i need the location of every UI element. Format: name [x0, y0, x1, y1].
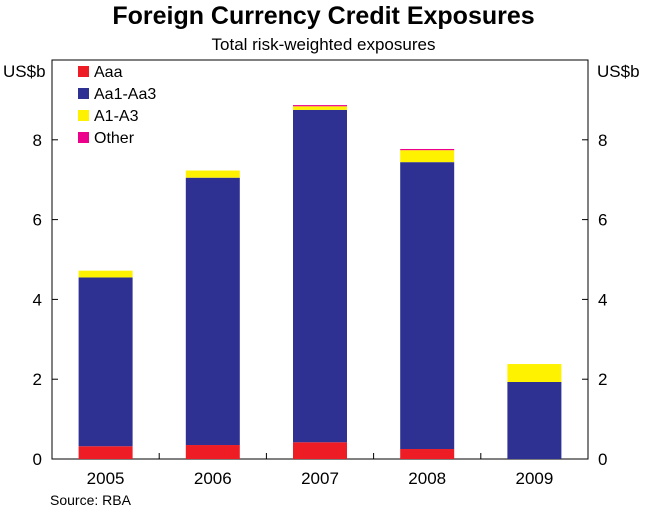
bar-segment-a1-a3-2006 — [185, 170, 240, 178]
chart-subtitle: Total risk-weighted exposures — [211, 35, 436, 54]
x-tick-label: 2009 — [515, 469, 553, 488]
bar-segment-aa1-aa3-2007 — [293, 109, 347, 443]
legend-swatch-other — [78, 132, 89, 143]
y-tick-label-right: 8 — [598, 131, 607, 150]
bar-segment-aa1-aa3-2005 — [78, 277, 133, 447]
legend-swatch-a1-a3 — [78, 110, 89, 121]
bar-segment-aa1-aa3-2006 — [185, 177, 240, 446]
legend-label-a1-a3: A1-A3 — [94, 108, 139, 125]
chart-title: Foreign Currency Credit Exposures — [112, 2, 535, 30]
legend-label-aaa: Aaa — [94, 64, 123, 81]
x-tick-label: 2005 — [87, 469, 125, 488]
legend-swatch-aaa — [78, 66, 89, 77]
y-tick-label-right: 6 — [598, 211, 607, 230]
y-tick-label-right: 2 — [598, 370, 607, 389]
legend-label-other: Other — [94, 130, 135, 147]
y-tick-label-left: 8 — [33, 131, 42, 150]
bar-segment-a1-a3-2008 — [400, 150, 455, 163]
y-tick-label-right: 4 — [598, 290, 607, 309]
bar-segment-aaa-2006 — [185, 445, 240, 459]
x-tick-label: 2006 — [194, 469, 232, 488]
y-tick-label-right: 0 — [598, 450, 607, 469]
legend-label-aa1-aa3: Aa1-Aa3 — [94, 86, 156, 103]
x-tick-label: 2008 — [408, 469, 446, 488]
tick-labels-group: 0 0 2 2 4 4 6 6 8 8 2005 2006 2007 2008 2009 — [33, 131, 608, 488]
x-tick-label: 2007 — [301, 469, 339, 488]
bar-segment-other-2008 — [400, 148, 455, 151]
legend: Aaa Aa1-Aa3 A1-A3 Other — [78, 64, 156, 147]
y-tick-label-left: 2 — [33, 370, 42, 389]
bar-segment-aa1-aa3-2009 — [507, 381, 562, 459]
y-axis-label-right: US$b — [597, 62, 640, 81]
bar-segment-aaa-2005 — [78, 446, 133, 459]
bar-segment-aaa-2008 — [400, 449, 455, 459]
y-tick-label-left: 4 — [33, 290, 42, 309]
bar-segment-a1-a3-2009 — [507, 364, 562, 382]
bar-segment-other-2007 — [293, 105, 347, 107]
y-tick-label-left: 6 — [33, 211, 42, 230]
legend-swatch-aa1-aa3 — [78, 88, 89, 99]
y-axis-label-left: US$b — [3, 62, 46, 81]
bar-segment-a1-a3-2007 — [293, 106, 347, 110]
y-tick-label-left: 0 — [33, 450, 42, 469]
bar-segment-aaa-2007 — [293, 442, 347, 459]
source-note: Source: RBA — [50, 492, 131, 508]
bar-segment-aa1-aa3-2008 — [400, 162, 455, 450]
bar-segment-a1-a3-2005 — [78, 270, 133, 278]
bars-group — [78, 105, 562, 459]
